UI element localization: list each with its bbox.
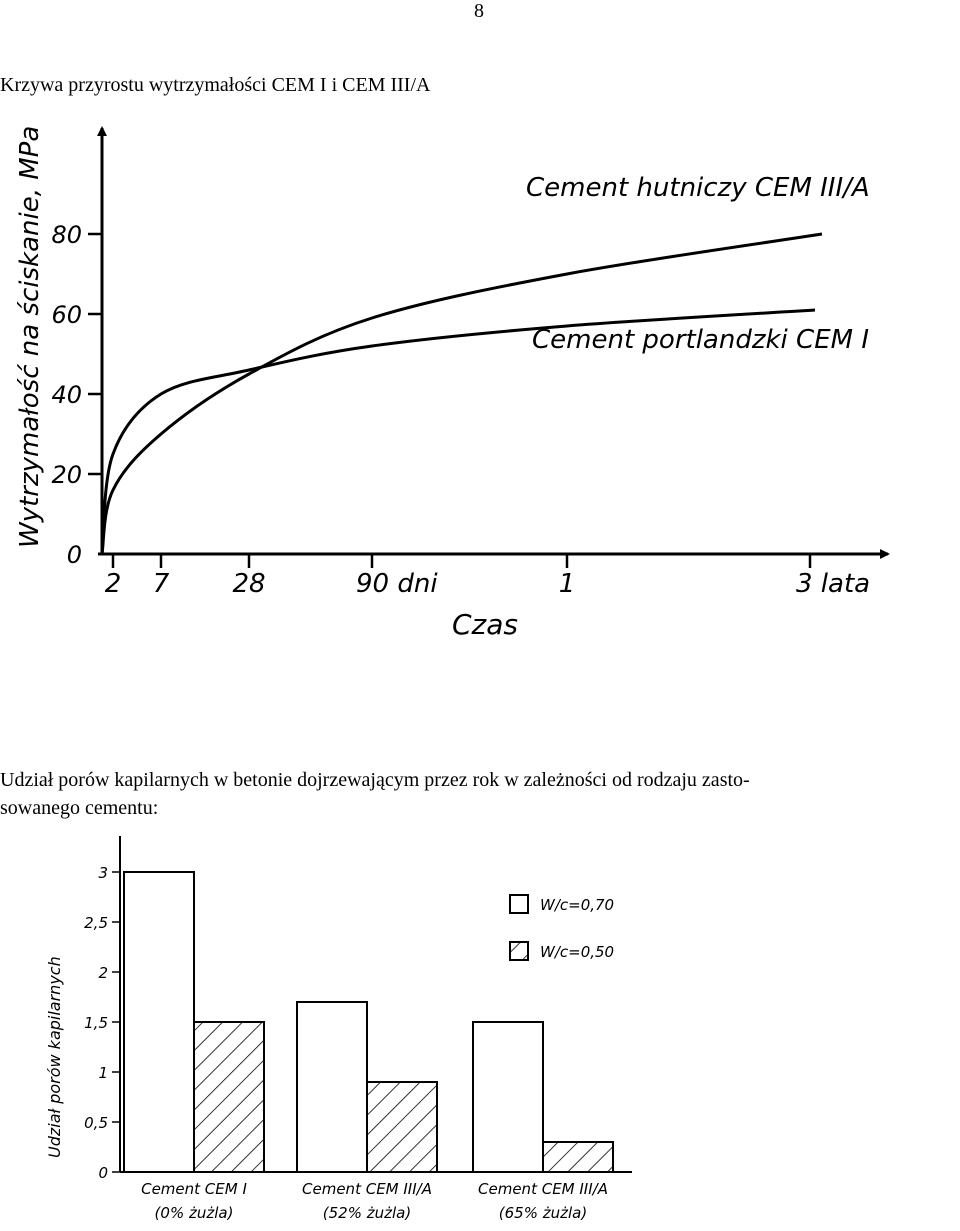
series-label-cem-i: Cement portlandzki CEM I bbox=[532, 325, 869, 355]
y-axis-label: Udział porów kapilarnych bbox=[45, 956, 64, 1158]
bar bbox=[366, 1081, 438, 1173]
bar bbox=[193, 1021, 265, 1173]
y-tick-label: 1,5 bbox=[84, 1014, 108, 1032]
bar bbox=[296, 1001, 368, 1173]
y-tick-label: 0,5 bbox=[84, 1114, 108, 1132]
category-label: Cement CEM III/A bbox=[478, 1180, 608, 1198]
caption-line-2: sowanego cementu: bbox=[0, 797, 159, 819]
bar bbox=[472, 1021, 544, 1173]
strength-growth-chart: 0 20 40 60 80 2 7 28 90 dni 1 3 lata Wytrzymałość … bbox=[15, 126, 890, 640]
x-tick-label: 2 bbox=[105, 569, 122, 599]
page-number: 8 bbox=[474, 0, 484, 22]
bar bbox=[542, 1141, 614, 1173]
y-tick-label: 1 bbox=[98, 1064, 108, 1082]
category-sublabel: (0% żużla) bbox=[155, 1204, 234, 1222]
y-tick-label: 40 bbox=[51, 381, 82, 409]
bar bbox=[123, 871, 195, 1173]
x-tick-label: 28 bbox=[232, 569, 265, 599]
series-label-cem-iii-a: Cement hutniczy CEM III/A bbox=[526, 173, 870, 203]
category-label: Cement CEM III/A bbox=[302, 1180, 432, 1198]
y-tick-label: 2,5 bbox=[84, 914, 108, 932]
x-tick-label: 90 dni bbox=[356, 569, 438, 599]
legend-label-w050: W/c=0,50 bbox=[540, 943, 614, 961]
caption-line-1: Udział porów kapilarnych w betonie dojrz… bbox=[0, 769, 750, 791]
category-label: Cement CEM I bbox=[141, 1180, 247, 1198]
category-sublabel: (65% żużla) bbox=[499, 1204, 587, 1222]
x-tick-label: 1 bbox=[559, 569, 576, 599]
y-tick-label: 0 bbox=[98, 1164, 108, 1182]
legend-label-w070: W/c=0,70 bbox=[540, 896, 614, 914]
y-tick-label: 0 bbox=[67, 541, 82, 569]
series-line-cem-i bbox=[100, 308, 816, 555]
legend-swatch-w050 bbox=[509, 941, 529, 961]
y-tick-label: 20 bbox=[51, 461, 82, 489]
x-tick-label: 3 lata bbox=[796, 569, 870, 599]
legend-swatch-w070 bbox=[509, 894, 529, 914]
y-tick-label: 2 bbox=[98, 964, 108, 982]
figure-caption-porosity: Udział porów kapilarnych w betonie dojrz… bbox=[0, 766, 960, 822]
series-line-cem-iii-a bbox=[100, 232, 823, 555]
y-tick-label: 60 bbox=[51, 301, 82, 329]
x-axis-label: Czas bbox=[452, 608, 518, 640]
y-tick-label: 3 bbox=[98, 864, 108, 882]
x-tick-label: 7 bbox=[153, 569, 170, 599]
figure-caption-strength: Krzywa przyrostu wytrzymałości CEM I i C… bbox=[0, 74, 431, 96]
capillary-pores-bar-chart: 0 0,5 1 1,5 2 2,5 3 Udział porów kapilarnych Ce… bbox=[45, 836, 632, 1222]
category-sublabel: (52% żużla) bbox=[323, 1204, 411, 1222]
y-tick-label: 80 bbox=[51, 221, 82, 249]
y-axis-label: Wytrzymałość na ściskanie, MPa bbox=[15, 126, 45, 548]
